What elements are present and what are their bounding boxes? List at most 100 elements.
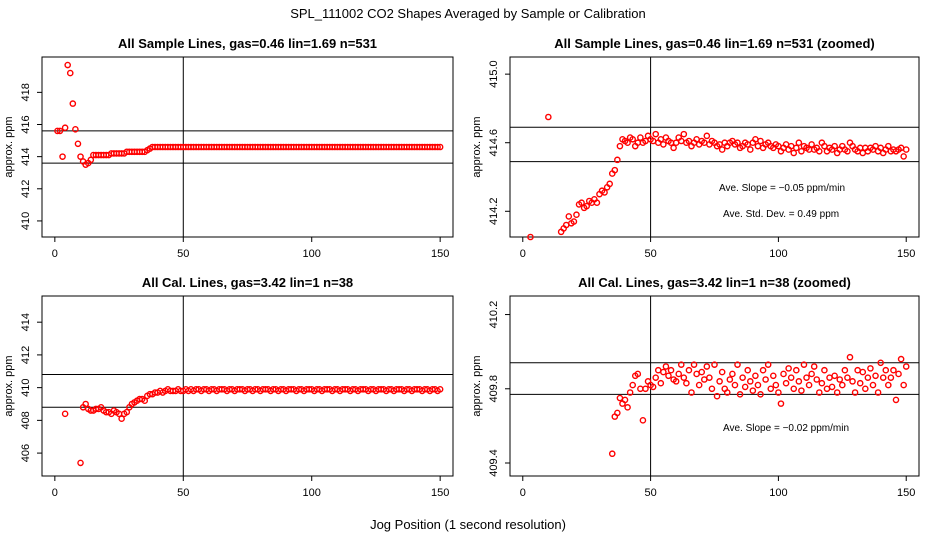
- data-point: [856, 379, 864, 387]
- data-point: [772, 381, 780, 389]
- data-point: [877, 359, 884, 367]
- data-point: [836, 376, 844, 383]
- data-point: [795, 378, 803, 385]
- data-point: [764, 361, 772, 368]
- data-point: [890, 366, 897, 374]
- data-point: [808, 370, 815, 378]
- data-point: [667, 366, 675, 374]
- data-point: [573, 211, 580, 219]
- y-tick-label: 414.6: [488, 129, 500, 157]
- y-axis-label: approx. ppm: [3, 355, 15, 416]
- data-point: [608, 450, 616, 458]
- data-point: [66, 69, 74, 77]
- data-point: [790, 149, 798, 157]
- data-point: [545, 113, 552, 121]
- y-tick-label: 414.2: [488, 198, 500, 226]
- data-point: [685, 366, 693, 374]
- data-point: [816, 147, 823, 155]
- data-point: [828, 383, 836, 391]
- data-point: [892, 396, 900, 404]
- y-tick-label: 414: [20, 147, 32, 165]
- data-point: [754, 381, 762, 389]
- data-point: [616, 142, 624, 150]
- data-point: [833, 389, 841, 396]
- data-point: [762, 376, 769, 383]
- data-point: [527, 233, 534, 241]
- data-point: [744, 366, 752, 374]
- chart-title: All Cal. Lines, gas=3.42 lin=1 n=38 (zoo…: [578, 275, 851, 290]
- data-point: [639, 417, 647, 424]
- x-tick-label: 0: [520, 487, 526, 499]
- y-axis-label: approx. ppm: [471, 116, 483, 177]
- data-point: [879, 374, 887, 381]
- x-tick-label: 50: [177, 487, 189, 499]
- data-point: [614, 409, 621, 417]
- x-tick-label: 100: [303, 487, 321, 499]
- x-tick-label: 100: [303, 248, 321, 260]
- data-point: [790, 385, 798, 393]
- data-point: [624, 404, 631, 411]
- data-point: [675, 370, 683, 378]
- data-point: [805, 381, 813, 389]
- y-tick-label: 409.8: [488, 375, 500, 403]
- data-point: [713, 392, 721, 400]
- data-point: [726, 376, 734, 383]
- data-point: [123, 408, 131, 416]
- annotation: Ave. Slope = −0.05 ppm/min: [719, 183, 845, 194]
- data-point: [785, 365, 792, 372]
- data-point: [118, 415, 125, 423]
- data-point: [652, 130, 660, 138]
- data-point: [769, 372, 777, 380]
- chart-panel-3: All Cal. Lines, gas=3.42 lin=1 n=38 0 50 10…: [3, 275, 454, 499]
- data-point: [660, 141, 667, 148]
- data-point: [74, 140, 82, 148]
- data-point: [72, 126, 79, 133]
- data-point: [731, 381, 739, 389]
- y-tick-label: 408: [20, 411, 32, 429]
- data-point: [593, 199, 601, 207]
- y-tick-label: 409.4: [488, 449, 500, 477]
- data-point: [775, 389, 782, 396]
- y-axis-label: approx. ppm: [3, 116, 15, 177]
- data-point: [902, 146, 910, 153]
- data-point: [851, 389, 859, 396]
- data-point: [690, 361, 698, 368]
- data-point: [61, 410, 69, 418]
- y-tick-label: 412: [20, 180, 32, 198]
- data-point: [862, 385, 869, 393]
- data-point: [614, 156, 621, 164]
- data-point: [665, 372, 672, 380]
- data-point: [872, 372, 879, 380]
- data-point: [882, 366, 890, 374]
- data-point: [570, 218, 578, 225]
- data-point: [77, 153, 84, 160]
- data-point: [793, 144, 800, 152]
- data-point: [859, 368, 867, 376]
- chart-panel-4: All Cal. Lines, gas=3.42 lin=1 n=38 (zoo…: [471, 275, 920, 499]
- chart-panel-2: All Sample Lines, gas=0.46 lin=1.69 n=53…: [471, 36, 920, 260]
- data-point: [708, 385, 716, 393]
- x-tick-label: 150: [431, 487, 449, 499]
- x-tick-label: 0: [52, 248, 58, 260]
- data-point: [900, 153, 907, 160]
- data-point: [637, 134, 644, 141]
- data-point: [680, 130, 688, 138]
- data-point: [902, 363, 910, 370]
- data-point: [642, 385, 649, 393]
- data-point: [780, 370, 787, 378]
- data-point: [611, 166, 619, 174]
- data-point: [703, 132, 711, 140]
- data-point: [729, 370, 736, 378]
- data-point: [816, 389, 823, 396]
- data-point: [839, 381, 846, 389]
- data-point: [680, 374, 688, 381]
- data-point: [688, 389, 695, 396]
- data-point: [683, 379, 690, 387]
- x-tick-label: 100: [769, 487, 787, 499]
- chart-title: All Cal. Lines, gas=3.42 lin=1 n=38: [142, 275, 353, 290]
- data-point: [657, 379, 665, 387]
- data-point: [69, 100, 77, 107]
- data-point: [706, 374, 713, 381]
- x-tick-label: 100: [769, 248, 787, 260]
